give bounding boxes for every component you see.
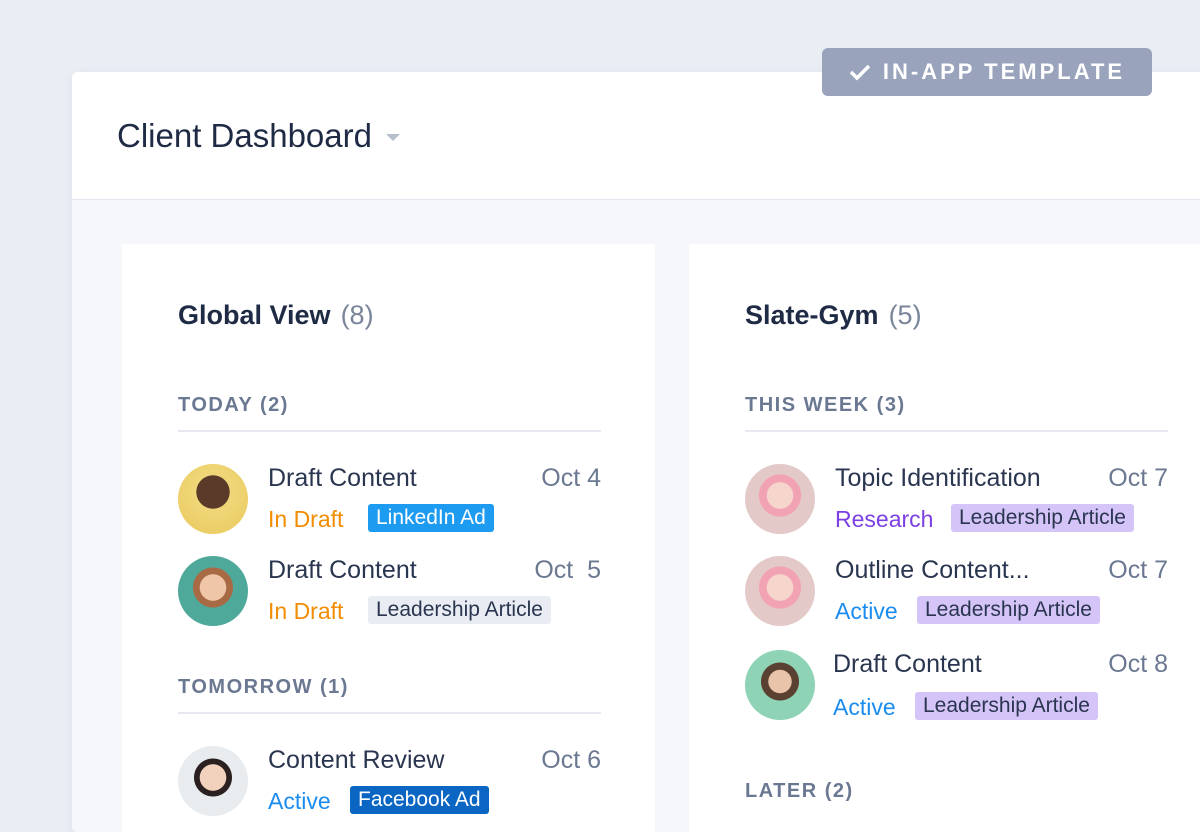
item-name: Draft Content bbox=[833, 650, 982, 678]
item-name: Draft Content bbox=[268, 556, 417, 584]
column-slate-gym: Slate-Gym (5) THIS WEEK (3) Topic Identif… bbox=[689, 244, 1200, 832]
badge-label: IN-APP TEMPLATE bbox=[882, 59, 1126, 84]
avatar bbox=[745, 650, 815, 720]
item-name: Content Review bbox=[268, 746, 445, 774]
section-header: LATER (2) bbox=[745, 780, 854, 802]
avatar bbox=[178, 464, 248, 534]
status-label: In Draft bbox=[268, 506, 344, 532]
list-item[interactable]: Content Review Oct 6 Active Facebook Ad bbox=[178, 746, 601, 818]
check-icon bbox=[849, 64, 871, 81]
list-item[interactable]: Draft Content Oct 4 In Draft LinkedIn Ad bbox=[178, 464, 601, 536]
in-app-template-badge: IN-APP TEMPLATE bbox=[822, 48, 1152, 96]
tag-badge: Leadership Article bbox=[368, 596, 551, 624]
column-title: Global View (8) bbox=[178, 300, 374, 330]
item-date: Oct 7 bbox=[1108, 464, 1168, 492]
status-label: Active bbox=[835, 598, 898, 624]
list-item[interactable]: Topic Identification Oct 7 Research Lead… bbox=[745, 464, 1168, 536]
list-item[interactable]: Draft Content Oct 5 In Draft Leadership … bbox=[178, 556, 601, 628]
page-title: Client Dashboard bbox=[117, 117, 372, 154]
chevron-down-icon bbox=[385, 133, 400, 141]
status-label: Research bbox=[835, 506, 934, 532]
item-date: Oct 5 bbox=[534, 556, 601, 584]
dashboard-selector[interactable]: Client Dashboard bbox=[117, 117, 400, 155]
item-name: Outline Content... bbox=[835, 556, 1030, 584]
item-name: Draft Content bbox=[268, 464, 417, 492]
tag-badge: Facebook Ad bbox=[350, 786, 489, 814]
avatar bbox=[745, 556, 815, 626]
list-item[interactable]: Outline Content... Oct 7 Active Leadersh… bbox=[745, 556, 1168, 628]
avatar bbox=[178, 556, 248, 626]
tag-badge: Leadership Article bbox=[917, 596, 1100, 624]
column-title: Slate-Gym (5) bbox=[745, 300, 922, 330]
item-date: Oct 7 bbox=[1108, 556, 1168, 584]
item-name: Topic Identification bbox=[835, 464, 1041, 492]
tag-badge: Leadership Article bbox=[951, 504, 1134, 532]
column-global-view: Global View (8) TODAY (2) Draft Content O… bbox=[122, 244, 655, 832]
item-date: Oct 8 bbox=[1108, 650, 1168, 678]
tag-badge: LinkedIn Ad bbox=[368, 504, 494, 532]
section-header: THIS WEEK (3) bbox=[745, 394, 1168, 432]
tag-badge: Leadership Article bbox=[915, 692, 1098, 720]
section-header: TODAY (2) bbox=[178, 394, 601, 432]
list-item[interactable]: Draft Content Oct 8 Active Leadership Ar… bbox=[745, 650, 1168, 722]
status-label: Active bbox=[268, 788, 331, 814]
avatar bbox=[178, 746, 248, 816]
item-date: Oct 6 bbox=[541, 746, 601, 774]
status-label: In Draft bbox=[268, 598, 344, 624]
status-label: Active bbox=[833, 694, 896, 720]
dashboard-card: Client Dashboard Global View (8) TODAY (2… bbox=[72, 72, 1200, 832]
avatar bbox=[745, 464, 815, 534]
item-date: Oct 4 bbox=[541, 464, 601, 492]
section-header: TOMORROW (1) bbox=[178, 676, 601, 714]
